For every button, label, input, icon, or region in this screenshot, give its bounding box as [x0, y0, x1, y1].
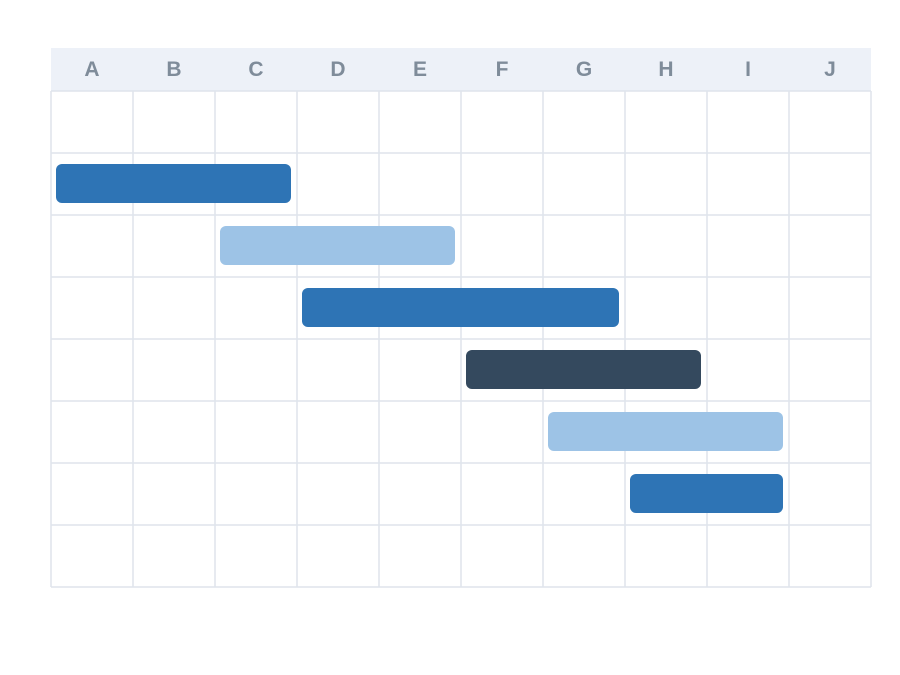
task-bar [466, 350, 701, 389]
task-bar [548, 412, 783, 451]
task-bar [220, 226, 455, 265]
column-header: C [248, 58, 263, 81]
column-header: H [658, 58, 673, 81]
column-header: A [84, 58, 99, 81]
column-header: B [166, 58, 181, 81]
column-header: J [824, 58, 836, 81]
task-bar [302, 288, 619, 327]
column-header: D [330, 58, 345, 81]
column-header: F [496, 58, 509, 81]
column-header: G [576, 58, 592, 81]
column-header: I [745, 58, 751, 81]
header-band [51, 48, 871, 91]
column-header: E [413, 58, 427, 81]
task-bar [56, 164, 291, 203]
task-bar [630, 474, 783, 513]
